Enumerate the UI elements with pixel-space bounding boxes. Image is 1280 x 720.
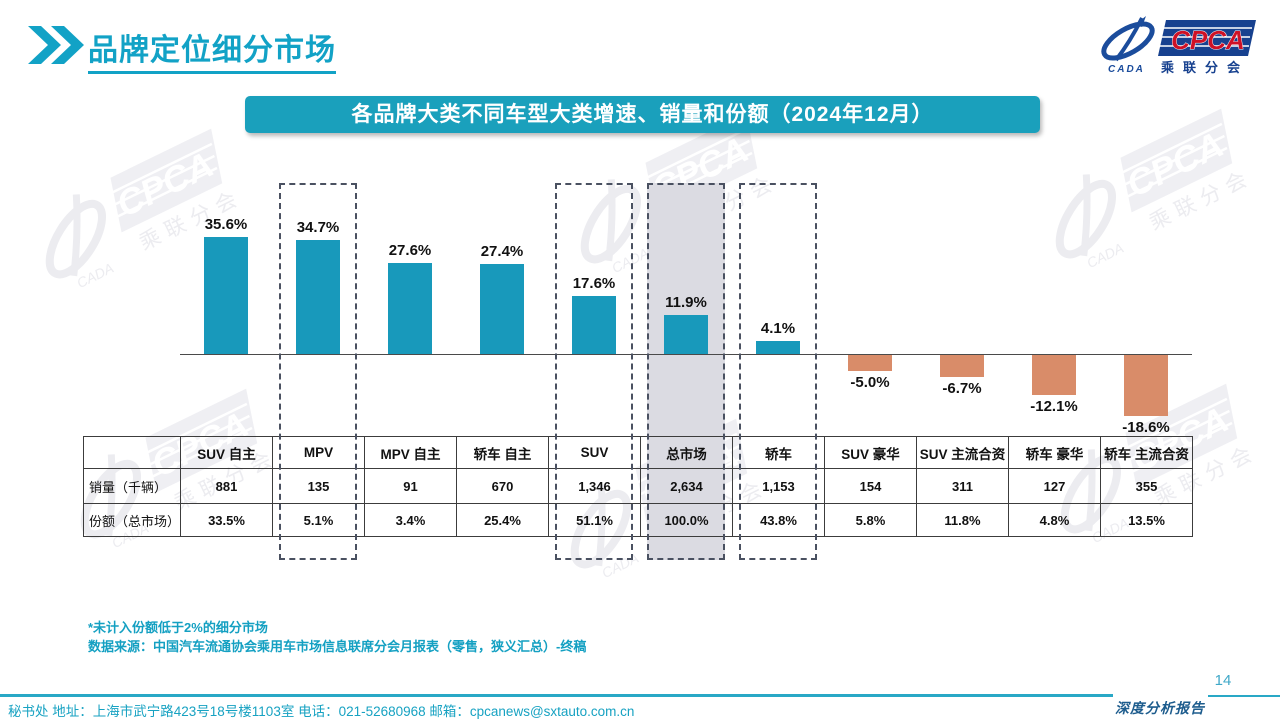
cpca-logo: CADA CPCA 乘联分会 <box>1096 12 1261 81</box>
footnote-line2: 数据来源：中国汽车流通协会乘用车市场信息联席分会月报表（零售，狭义汇总）-终稿 <box>88 639 587 654</box>
bar-value-label: -18.6% <box>1122 419 1170 436</box>
column-header: SUV 主流合资 <box>916 436 1009 469</box>
column-header: 轿车 自主 <box>456 436 549 469</box>
row-label: 份额（总市场） <box>83 503 181 537</box>
bar-SUV 豪华 <box>848 355 892 371</box>
table-cell: 5.1% <box>272 503 365 537</box>
table-cell: 311 <box>916 468 1009 504</box>
column-header: SUV <box>548 436 641 469</box>
table-cell: 33.5% <box>180 503 273 537</box>
table-cell: 43.8% <box>732 503 825 537</box>
double-chevron-icon <box>28 26 84 64</box>
table-row: 销量（千辆） 881 135 91 670 1,346 2,634 1,153 154 311 12… <box>83 468 1193 504</box>
column-header: MPV 自主 <box>364 436 457 469</box>
svg-text:CADA: CADA <box>1108 64 1145 75</box>
highlight-box-轿车 <box>739 183 817 560</box>
table-cell: 91 <box>364 468 457 504</box>
footer-rule-right <box>1208 695 1280 697</box>
page-number: 14 <box>1214 672 1232 689</box>
column-header: 轿车 主流合资 <box>1100 436 1193 469</box>
svg-text:CPCA: CPCA <box>1171 25 1245 55</box>
table-cell: 670 <box>456 468 549 504</box>
bar-value-label: 17.6% <box>572 275 616 292</box>
bar-value-label: -12.1% <box>1030 398 1078 415</box>
title-chevrons <box>28 26 86 69</box>
table-cell: 13.5% <box>1100 503 1193 537</box>
highlight-box-总市场 <box>647 183 725 560</box>
bar-value-label: 34.7% <box>296 219 340 236</box>
footnotes: *未计入份额低于2%的细分市场 数据来源：中国汽车流通协会乘用车市场信息联席分会… <box>88 618 586 656</box>
report-type-label: 深度分析报告 <box>1115 702 1205 717</box>
svg-text:乘联分会: 乘联分会 <box>1160 60 1249 75</box>
table-cell: 11.8% <box>916 503 1009 537</box>
table-cell: 154 <box>824 468 917 504</box>
bar-MPV <box>296 240 340 354</box>
segment-table-wrap: SUV 自主 MPV MPV 自主 轿车 自主 SUV 总市场 轿车 SUV 豪华 SUV 主流… <box>83 436 1193 537</box>
column-header: SUV 豪华 <box>824 436 917 469</box>
row-label <box>83 436 181 469</box>
highlight-box-SUV <box>555 183 633 560</box>
bar-轿车 豪华 <box>1032 355 1076 395</box>
footer-rule <box>0 694 1113 697</box>
footer-contact: 秘书处 地址：上海市武宁路423号18号楼1103室 电话：021-526809… <box>8 704 635 719</box>
table-cell: 5.8% <box>824 503 917 537</box>
bar-SUV <box>572 296 616 354</box>
bar-轿车 <box>756 341 800 354</box>
bar-轿车 自主 <box>480 264 524 354</box>
growth-bar-chart: 35.6% 34.7% 27.6% 27.4% 17.6% 11.9% 4.1% -5.0% -… <box>180 183 1192 560</box>
bar-value-label: -5.0% <box>850 374 890 391</box>
table-cell: 881 <box>180 468 273 504</box>
bar-value-label: 4.1% <box>760 320 796 337</box>
bar-SUV 主流合资 <box>940 355 984 377</box>
table-cell: 355 <box>1100 468 1193 504</box>
bar-轿车 主流合资 <box>1124 355 1168 416</box>
bar-MPV 自主 <box>388 263 432 354</box>
bar-value-label: 35.6% <box>204 216 248 233</box>
footnote-line1: *未计入份额低于2%的细分市场 <box>88 620 268 635</box>
bar-SUV 自主 <box>204 237 248 354</box>
table-cell: 4.8% <box>1008 503 1101 537</box>
bar-value-label: 27.6% <box>388 242 432 259</box>
bar-value-label: -6.7% <box>942 380 982 397</box>
highlight-box-MPV <box>279 183 357 560</box>
column-header: SUV 自主 <box>180 436 273 469</box>
row-label: 销量（千辆） <box>83 468 181 504</box>
table-cell: 1,153 <box>732 468 825 504</box>
table-row: SUV 自主 MPV MPV 自主 轿车 自主 SUV 总市场 轿车 SUV 豪华 SUV 主流… <box>83 436 1193 469</box>
x-axis-line <box>180 354 1192 355</box>
table-row: 份额（总市场） 33.5% 5.1% 3.4% 25.4% 51.1% 100.0% 43.8… <box>83 503 1193 537</box>
table-cell: 135 <box>272 468 365 504</box>
chart-title-banner: 各品牌大类不同车型大类增速、销量和份额（2024年12月） <box>245 96 1040 133</box>
table-cell: 127 <box>1008 468 1101 504</box>
page-title: 品牌定位细分市场 <box>88 25 336 74</box>
table-cell: 3.4% <box>364 503 457 537</box>
column-header: 轿车 豪华 <box>1008 436 1101 469</box>
bar-总市场 <box>664 315 708 354</box>
svg-text:CADA: CADA <box>74 260 116 291</box>
segment-table: SUV 自主 MPV MPV 自主 轿车 自主 SUV 总市场 轿车 SUV 豪华 SUV 主流… <box>83 436 1193 537</box>
bar-value-label: 27.4% <box>480 243 524 260</box>
bar-value-label: 11.9% <box>665 294 707 311</box>
table-cell: 25.4% <box>456 503 549 537</box>
cpca-logo-icon: CADA CPCA 乘联分会 <box>1101 16 1256 75</box>
